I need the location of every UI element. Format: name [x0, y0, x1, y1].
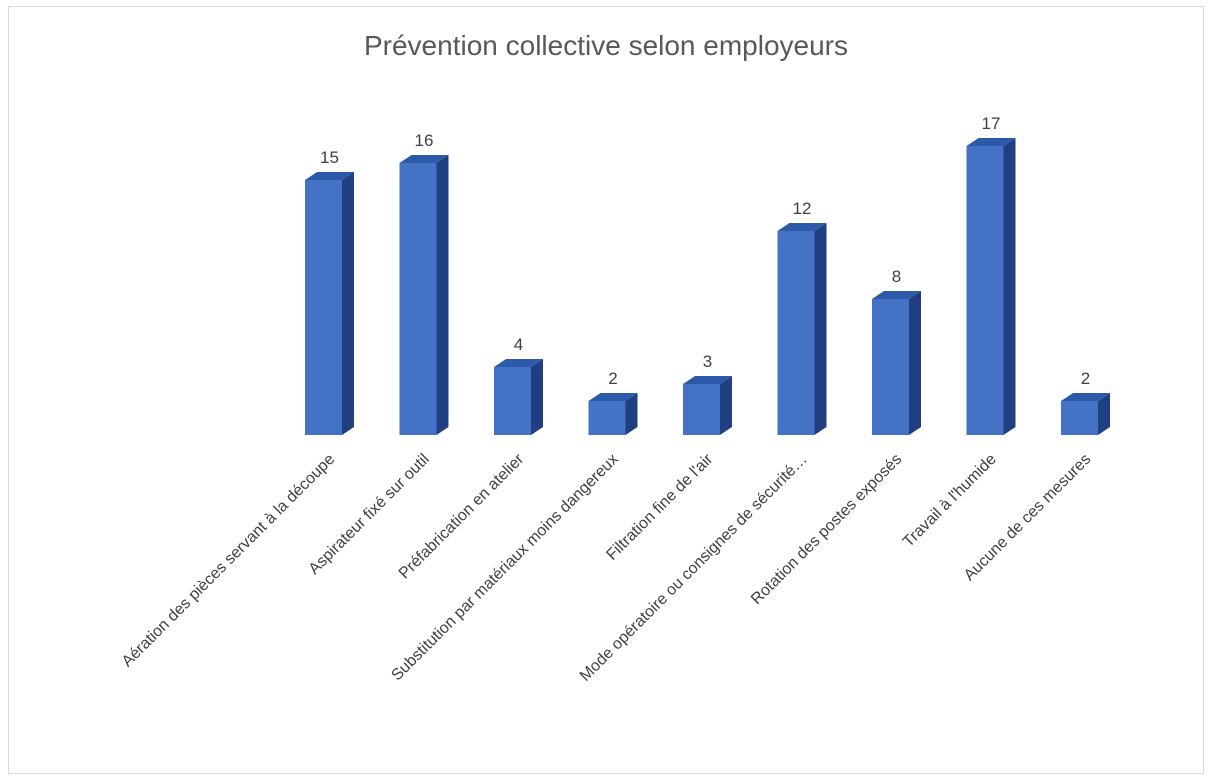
category-tick-label: Filtration fine de l'air [603, 450, 716, 563]
data-label: 15 [320, 148, 339, 167]
category-tick-label: Travail à l'humide [900, 451, 1000, 551]
bar-front [494, 367, 531, 435]
category-tick-label: Rotation des postes exposés [748, 451, 905, 608]
bar-front [399, 163, 437, 435]
bar-front [1061, 401, 1098, 435]
bar-side [625, 393, 638, 435]
bar [399, 155, 449, 435]
bar-top [872, 291, 921, 299]
bar [777, 223, 827, 435]
bar [872, 291, 921, 435]
chart-title: Prévention collective selon employeurs [363, 30, 849, 61]
bar-front [683, 384, 720, 435]
bar-side [342, 172, 354, 435]
category-tick-label: Substitution par matériaux moins dangere… [388, 451, 621, 684]
bar-side [531, 359, 543, 435]
bar [1061, 393, 1110, 435]
bar-top [399, 155, 449, 163]
data-label: 4 [514, 335, 523, 354]
bar-front [777, 231, 815, 435]
data-label: 8 [892, 267, 901, 286]
bar-side [436, 155, 449, 435]
data-label: 2 [608, 369, 617, 388]
bar-top [305, 172, 354, 180]
bar-side [1003, 138, 1016, 435]
bar-top [588, 393, 638, 401]
bar-front [588, 401, 626, 435]
bar-top [494, 359, 543, 367]
category-labels-group: Aération des pièces servant à la découpe… [119, 450, 1095, 685]
category-tick-label: Aération des pièces servant à la découpe [119, 451, 339, 671]
bar-top [1061, 393, 1110, 401]
value-labels-group: 15 16 4 2 3 12 8 17 2 [320, 114, 1090, 388]
bar-front [966, 146, 1004, 435]
data-label: 2 [1081, 369, 1090, 388]
bar [305, 172, 354, 435]
bar-side [909, 291, 921, 435]
bar [588, 393, 638, 435]
data-label: 17 [982, 114, 1001, 133]
bar-front [305, 180, 342, 435]
bar-side [720, 376, 732, 435]
bar-side [814, 223, 827, 435]
data-label: 12 [793, 199, 812, 218]
bar-top [966, 138, 1016, 146]
bar [966, 138, 1016, 435]
bars-group [305, 138, 1110, 435]
data-label: 3 [703, 352, 712, 371]
bar [683, 376, 732, 435]
bar-side [1098, 393, 1110, 435]
data-label: 16 [415, 131, 434, 150]
bar [494, 359, 543, 435]
bar-top [683, 376, 732, 384]
bar-front [872, 299, 909, 435]
bar-top [777, 223, 827, 231]
